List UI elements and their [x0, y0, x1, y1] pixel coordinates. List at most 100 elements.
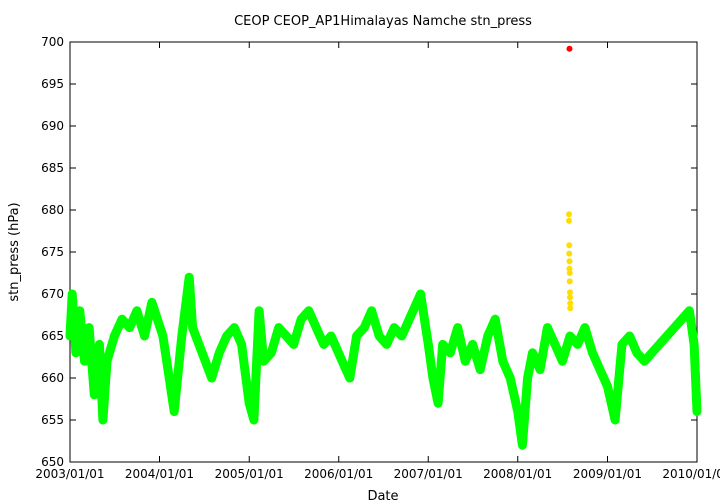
data-point: [648, 349, 655, 356]
data-point: [383, 341, 390, 348]
data-point: [566, 333, 573, 339]
data-point: [567, 305, 574, 312]
data-point: [81, 358, 88, 365]
data-point: [104, 358, 111, 365]
data-point: [69, 291, 76, 297]
data-point: [469, 341, 476, 348]
data-point: [91, 391, 98, 398]
data-point: [260, 358, 267, 365]
data-point: [566, 211, 573, 218]
data-point: [492, 316, 499, 323]
data-point: [133, 307, 140, 314]
x-tick-label: 2008/01/01: [483, 467, 552, 481]
data-point: [499, 358, 506, 365]
chart-title: CEOP CEOP_AP1Himalayas Namche stn_press: [234, 14, 532, 29]
data-point: [290, 341, 297, 348]
data-point: [566, 289, 573, 296]
data-point: [566, 294, 573, 301]
data-series: [65, 45, 702, 450]
data-point: [189, 324, 196, 331]
data-point: [398, 333, 405, 339]
y-tick-label: 655: [41, 413, 64, 427]
data-point: [76, 307, 83, 314]
data-point: [246, 400, 253, 407]
y-axis-label: stn_press (hPa): [7, 202, 22, 301]
data-point: [596, 366, 603, 373]
data-point: [447, 349, 454, 356]
data-point: [618, 341, 625, 348]
data-point: [283, 333, 290, 339]
y-tick-label: 650: [41, 455, 64, 469]
data-point: [159, 333, 166, 339]
data-point: [462, 358, 469, 365]
x-tick-label: 2009/01/01: [573, 467, 642, 481]
data-point: [552, 341, 559, 348]
data-point: [484, 333, 491, 339]
data-point: [275, 324, 282, 331]
x-tick-label: 2010/01/01: [662, 467, 720, 481]
data-point: [694, 408, 700, 415]
data-point: [126, 324, 133, 331]
data-point: [566, 45, 573, 52]
y-tick-label: 680: [41, 203, 64, 217]
data-point: [298, 316, 305, 323]
data-point: [439, 341, 446, 348]
data-point: [612, 417, 619, 423]
x-tick-label: 2007/01/01: [394, 467, 463, 481]
series-band: [65, 272, 702, 450]
data-point: [524, 375, 531, 381]
data-point: [429, 375, 436, 381]
data-point: [544, 324, 551, 331]
y-tick-label: 690: [41, 119, 64, 133]
data-point: [633, 349, 640, 356]
data-point: [566, 250, 573, 257]
data-point: [346, 375, 353, 381]
data-point: [391, 324, 398, 331]
data-point: [559, 358, 566, 365]
plot-frame: [69, 41, 698, 463]
data-point: [604, 383, 611, 390]
data-point: [96, 341, 103, 348]
data-point: [231, 324, 238, 331]
data-point: [361, 324, 368, 331]
data-point: [328, 333, 335, 339]
data-point: [305, 307, 312, 314]
data-point: [223, 333, 230, 339]
data-point: [641, 358, 648, 365]
data-point: [250, 417, 257, 423]
data-point: [435, 400, 442, 407]
data-point: [208, 375, 215, 381]
data-point: [686, 307, 693, 314]
data-point: [425, 341, 432, 348]
data-point: [99, 417, 106, 423]
data-point: [589, 349, 596, 356]
data-point: [626, 333, 633, 339]
series-0: [65, 272, 702, 450]
data-point: [171, 408, 178, 415]
x-axis-label: Date: [367, 489, 398, 504]
data-point: [141, 333, 148, 339]
x-axis-ticks: 2003/01/01 2004/01/01 2005/01/01 2006/01/01…: [35, 42, 720, 481]
data-point: [514, 408, 521, 415]
x-tick-label: 2006/01/01: [304, 467, 373, 481]
y-tick-label: 700: [41, 35, 64, 49]
series-2: [566, 45, 573, 52]
data-point: [566, 217, 573, 224]
data-point: [567, 300, 574, 307]
data-point: [72, 349, 79, 356]
data-point: [339, 358, 346, 365]
data-point: [519, 442, 526, 449]
data-point: [186, 274, 193, 281]
y-tick-label: 665: [41, 329, 64, 343]
data-point: [581, 324, 588, 331]
data-point: [148, 299, 155, 306]
data-point: [86, 324, 93, 331]
data-point: [313, 324, 320, 331]
x-tick-label: 2005/01/01: [215, 467, 284, 481]
data-point: [167, 383, 174, 390]
data-point: [691, 341, 698, 348]
data-point: [566, 242, 573, 249]
x-tick-label: 2004/01/01: [125, 467, 194, 481]
data-point: [529, 349, 536, 356]
